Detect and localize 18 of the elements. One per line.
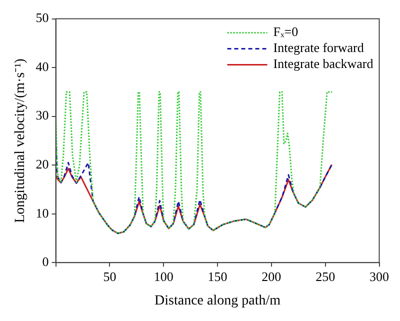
y-tick-label: 40 (36, 58, 49, 74)
legend-label: Fₓ=0 (273, 24, 298, 40)
y-tick-label: 0 (42, 254, 49, 270)
legend-label: Integrate forward (273, 40, 364, 56)
line-series (56, 91, 333, 234)
x-tick-label: 250 (316, 268, 336, 284)
y-tick-label: 10 (36, 205, 49, 220)
legend-label: Integrate backward (273, 56, 374, 72)
x-tick-label: 50 (103, 268, 116, 284)
y-tick-label: 30 (36, 108, 49, 123)
x-tick-label: 100 (154, 268, 174, 284)
y-tick-label: 50 (36, 10, 49, 26)
x-tick-label: 300 (370, 268, 389, 284)
x-axis-title: Distance along path/m (154, 293, 281, 308)
y-axis-title: Longitudinal velocity/(m·s⁻¹) (13, 58, 28, 223)
x-tick-label: 200 (262, 268, 282, 284)
y-tick-label: 20 (36, 156, 49, 172)
x-tick-label: 150 (208, 268, 228, 284)
